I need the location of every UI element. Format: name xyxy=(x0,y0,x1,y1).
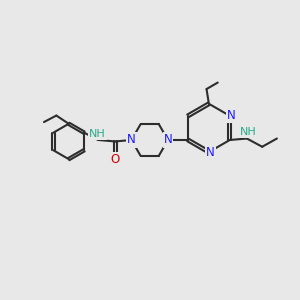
Text: N: N xyxy=(127,134,136,146)
Text: NH: NH xyxy=(89,128,106,139)
Text: NH: NH xyxy=(240,127,257,137)
Text: O: O xyxy=(111,153,120,166)
Text: N: N xyxy=(164,134,172,146)
Text: N: N xyxy=(206,146,214,159)
Text: N: N xyxy=(226,109,236,122)
